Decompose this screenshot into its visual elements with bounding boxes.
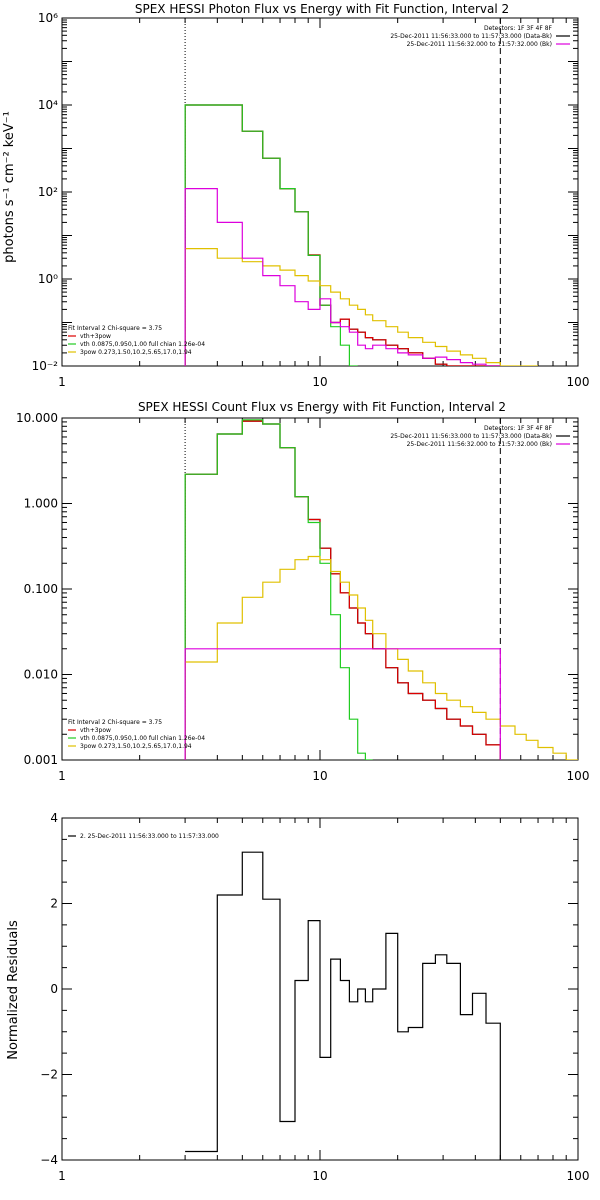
x-tick-label: 100 bbox=[567, 769, 590, 783]
y-tick-label: 0.010 bbox=[24, 668, 58, 682]
photon-flux-panel: SPEX HESSI Photon Flux vs Energy with Fi… bbox=[2, 2, 589, 389]
series-thermal-line bbox=[184, 104, 358, 366]
legend-left-entry-text: vth+3pow bbox=[80, 727, 111, 734]
y-tick-label: 10² bbox=[38, 185, 58, 199]
series-data-line bbox=[185, 851, 501, 1160]
legend-left-entry-text: vth 0.0875,0.950,1.00 full chian 1.26e-0… bbox=[80, 735, 205, 742]
x-tick-label: 1 bbox=[58, 1169, 66, 1183]
y-tick-label: 0.100 bbox=[24, 582, 58, 596]
legend-right-entry-text: 25-Dec-2011 11:56:32.000 to 11:57:32.000… bbox=[407, 41, 552, 48]
legend-detectors-header: Detectors: 1F 3F 4F 8F bbox=[484, 425, 553, 432]
count-flux-plot: 1 10 100 0.001 0.010 0.100 1.000 10.000 Detector… bbox=[16, 411, 589, 783]
photon-flux-y-label: photons s⁻¹ cm⁻² keV⁻¹ bbox=[2, 111, 17, 263]
y-tick-label: 4 bbox=[50, 811, 58, 825]
x-tick-label: 100 bbox=[567, 1169, 590, 1183]
series-thermal-line bbox=[184, 419, 373, 760]
legend-left-entry-text: 3pow 0.273,1.50,10.2,5.65,17.0,1.94 bbox=[80, 743, 192, 750]
x-tick-label: 10 bbox=[312, 375, 327, 389]
series-group bbox=[184, 419, 578, 760]
series-group bbox=[184, 104, 538, 366]
legend-fit-header: Fit Interval 2 Chi-square = 3.75 bbox=[68, 325, 162, 332]
legend-fit-header: Fit Interval 2 Chi-square = 3.75 bbox=[68, 719, 162, 726]
y-tick-label: −2 bbox=[40, 1068, 58, 1082]
y-tick-label: 10⁶ bbox=[38, 11, 58, 25]
x-tick-label: 100 bbox=[567, 375, 590, 389]
series-background_spectrum-line bbox=[184, 648, 501, 760]
y-tick-label: −4 bbox=[40, 1153, 58, 1167]
series-background_spectrum-line bbox=[184, 188, 501, 366]
y-tick-label: 10⁴ bbox=[38, 98, 58, 112]
x-tick-label: 10 bbox=[312, 1169, 327, 1183]
residuals-y-label: Normalized Residuals bbox=[6, 920, 21, 1060]
y-tick-label: 10⁰ bbox=[38, 272, 58, 286]
legend-left-entry-text: vth 0.0875,0.950,1.00 full chian 1.26e-0… bbox=[80, 341, 205, 348]
y-tick-label: 0 bbox=[50, 982, 58, 996]
legend-left-entry-text: 2. 25-Dec-2011 11:56:33.000 to 11:57:33.… bbox=[80, 833, 219, 840]
y-tick-label: 1.000 bbox=[24, 497, 58, 511]
legend-left-entry-text: vth+3pow bbox=[80, 333, 111, 340]
x-tick-label: 1 bbox=[58, 375, 66, 389]
legend-left-entry-text: 3pow 0.273,1.50,10.2,5.65,17.0,1.94 bbox=[80, 349, 192, 356]
series-group bbox=[185, 851, 501, 1160]
count-flux-panel: SPEX HESSI Count Flux vs Energy with Fit… bbox=[16, 400, 589, 783]
x-tick-label: 10 bbox=[312, 769, 327, 783]
y-tick-label: 2 bbox=[50, 897, 58, 911]
photon-flux-plot: 1 10 100 10⁻² 10⁰ 10² 10⁴ 10⁶ Detectors: 1F 3F 4… bbox=[32, 11, 590, 389]
y-tick-label: 0.001 bbox=[24, 753, 58, 767]
legend-right-entry-text: 25-Dec-2011 11:56:33.000 to 11:57:33.000… bbox=[390, 433, 552, 440]
x-tick-label: 1 bbox=[58, 769, 66, 783]
y-tick-label: 10.000 bbox=[16, 411, 58, 425]
series-nonthermal-line bbox=[184, 248, 538, 366]
legend-right-entry-text: 25-Dec-2011 11:56:32.000 to 11:57:32.000… bbox=[407, 441, 552, 448]
residuals-plot: 1 10 100 −4 −2 0 2 4 2. 25-Dec-2011 11:56:33.000… bbox=[40, 811, 589, 1183]
y-tick-label: 10⁻² bbox=[32, 359, 59, 373]
photon-flux-title: SPEX HESSI Photon Flux vs Energy with Fi… bbox=[135, 2, 509, 16]
legend-right-entry-text: 25-Dec-2011 11:56:33.000 to 11:57:33.000… bbox=[390, 33, 552, 40]
residuals-panel: Normalized Residuals 1 10 100 −4 −2 0 2 4 2. 25-… bbox=[6, 811, 589, 1183]
count-flux-title: SPEX HESSI Count Flux vs Energy with Fit… bbox=[138, 400, 506, 414]
legend-detectors-header: Detectors: 1F 3F 4F 8F bbox=[484, 25, 553, 32]
